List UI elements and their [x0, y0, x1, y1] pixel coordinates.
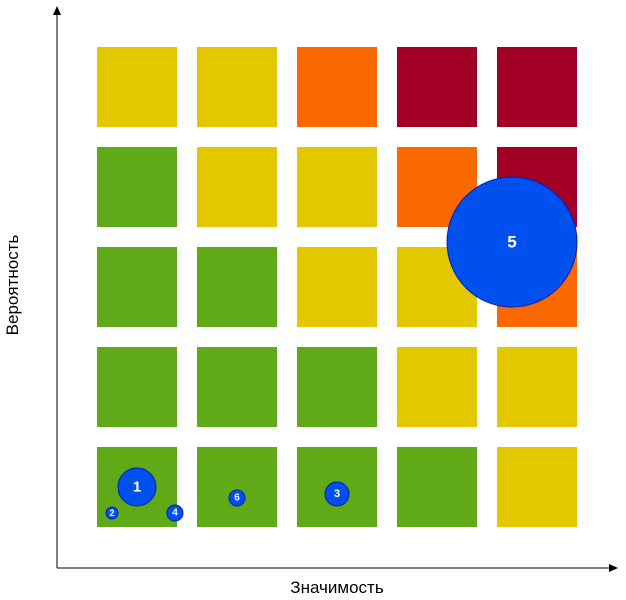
risk-marker-label: 2 [109, 508, 114, 518]
risk-marker-5: 5 [446, 176, 578, 308]
y-axis-label: Вероятность [3, 234, 22, 336]
y-axis-arrowhead [53, 6, 61, 15]
risk-marker-circle [446, 176, 578, 308]
risk-cell-yellow [197, 147, 277, 227]
risk-cell-yellow [297, 147, 377, 227]
risk-marker-circle [228, 489, 246, 507]
risk-marker-circle [166, 504, 184, 522]
risk-cell-yellow [497, 347, 577, 427]
risk-cell-green [97, 347, 177, 427]
risk-cell-yellow [197, 47, 277, 127]
risk-cell-red [497, 47, 577, 127]
risk-markers: 1 2 4 6 3 5 [105, 176, 578, 522]
x-axis-label: Значимость [290, 578, 384, 597]
risk-grid [97, 47, 577, 527]
risk-cell-red [397, 47, 477, 127]
risk-marker-label: 6 [234, 493, 240, 504]
risk-cell-green [197, 247, 277, 327]
risk-marker-label: 1 [133, 479, 141, 496]
axes [53, 6, 618, 572]
x-axis-arrowhead [609, 564, 618, 572]
risk-marker-1: 1 [117, 467, 157, 507]
risk-cell-green [197, 447, 277, 527]
risk-marker-circle [105, 506, 119, 520]
risk-cell-green [97, 247, 177, 327]
risk-cell-yellow [497, 447, 577, 527]
risk-cell-green [97, 147, 177, 227]
risk-cell-green [197, 347, 277, 427]
risk-marker-label: 3 [334, 488, 340, 500]
risk-cell-yellow [97, 47, 177, 127]
risk-marker-label: 5 [507, 233, 516, 252]
risk-cell-green [397, 447, 477, 527]
risk-marker-circle [117, 467, 157, 507]
risk-marker-4: 4 [166, 504, 184, 522]
risk-marker-3: 3 [324, 481, 350, 507]
risk-cell-yellow [297, 247, 377, 327]
risk-marker-6: 6 [228, 489, 246, 507]
risk-marker-2: 2 [105, 506, 119, 520]
risk-marker-circle [324, 481, 350, 507]
risk-cell-yellow [397, 347, 477, 427]
risk-marker-label: 4 [172, 508, 178, 519]
risk-cell-green [297, 347, 377, 427]
risk-cell-orange [297, 47, 377, 127]
